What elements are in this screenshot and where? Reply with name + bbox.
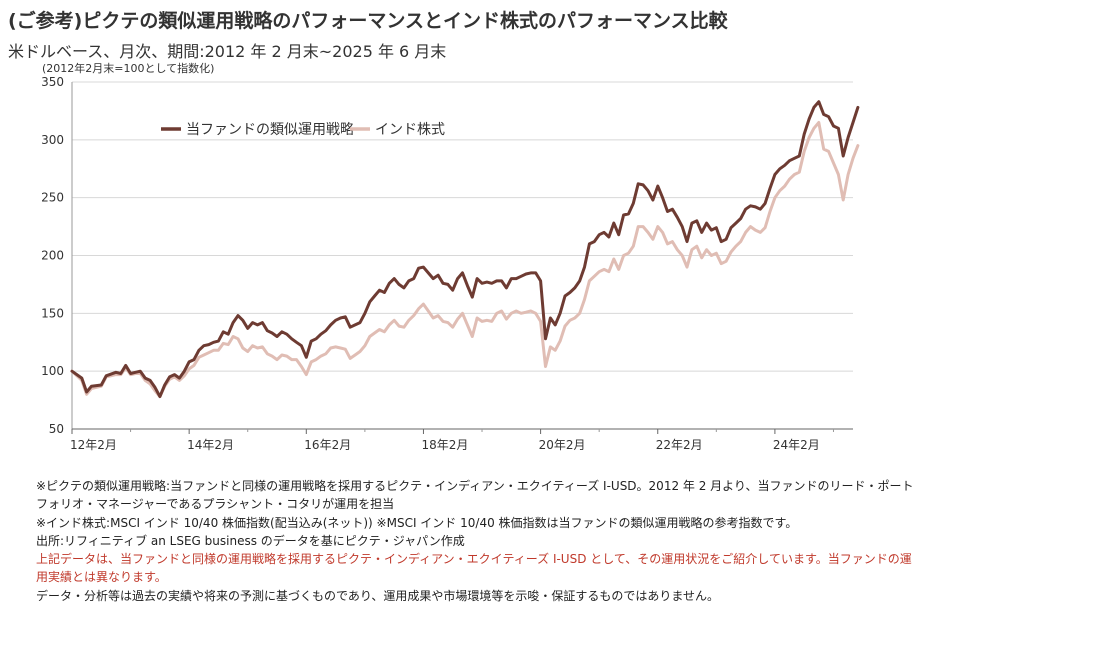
disclaimer-line: 用実績とは異なります。 <box>36 570 167 585</box>
x-tick-label: 18年2月 <box>421 438 468 452</box>
x-tick-label: 12年2月 <box>70 438 117 452</box>
y-tick-label: 300 <box>41 133 64 147</box>
series-line-fund-strategy <box>70 100 860 399</box>
x-tick-label: 16年2月 <box>304 438 351 452</box>
footnote-line: ※ピクテの類似運用戦略:当ファンドと同様の運用戦略を採用するピクテ・インディアン… <box>36 479 914 493</box>
index-note: (2012年2月末=100として指数化) <box>42 62 215 75</box>
footnotes: ※ピクテの類似運用戦略:当ファンドと同様の運用戦略を採用するピクテ・インディアン… <box>36 477 936 605</box>
x-tick-label: 20年2月 <box>539 438 586 452</box>
y-tick-label: 200 <box>41 249 64 263</box>
x-tick-label: 14年2月 <box>187 438 234 452</box>
page-title: (ご参考)ピクテの類似運用戦略のパフォーマンスとインド株式のパフォーマンス比較 <box>8 10 728 32</box>
series-line-india-equity <box>70 121 860 399</box>
line-chart: 50 100 150 200 250 300 350 12年2月 14年2月 16年2月 18年2月… <box>41 75 860 452</box>
x-tick-label: 24年2月 <box>773 438 820 452</box>
y-tick-label: 50 <box>49 422 64 436</box>
chart-subtitle: 米ドルベース、月次、期間:2012 年 2 月末~2025 年 6 月末 <box>8 42 447 61</box>
footnote-line: 出所:リフィニティブ an LSEG business のデータを基にピクテ・ジ… <box>36 533 465 548</box>
y-tick-label: 100 <box>41 364 64 378</box>
legend-india-equity-label: インド株式 <box>375 122 445 138</box>
footnote-line: フォリオ・マネージャーであるプラシャント・コタリが運用を担当 <box>36 497 395 512</box>
y-tick-label: 250 <box>41 191 64 205</box>
x-tick-label: 22年2月 <box>656 438 703 452</box>
y-tick-label: 350 <box>41 75 64 89</box>
y-tick-label: 150 <box>41 306 64 320</box>
footnote-line: データ・分析等は過去の実績や将来の予測に基づくものであり、運用成果や市場環境等を… <box>36 588 720 603</box>
disclaimer-line: 上記データは、当ファンドと同様の運用戦略を採用するピクテ・インディアン・エクイテ… <box>36 552 912 567</box>
legend-fund-strategy-label: 当ファンドの類似運用戦略 <box>186 122 354 138</box>
footnote-line: ※インド株式:MSCI インド 10/40 株価指数(配当込み(ネット)) ※M… <box>36 515 798 530</box>
